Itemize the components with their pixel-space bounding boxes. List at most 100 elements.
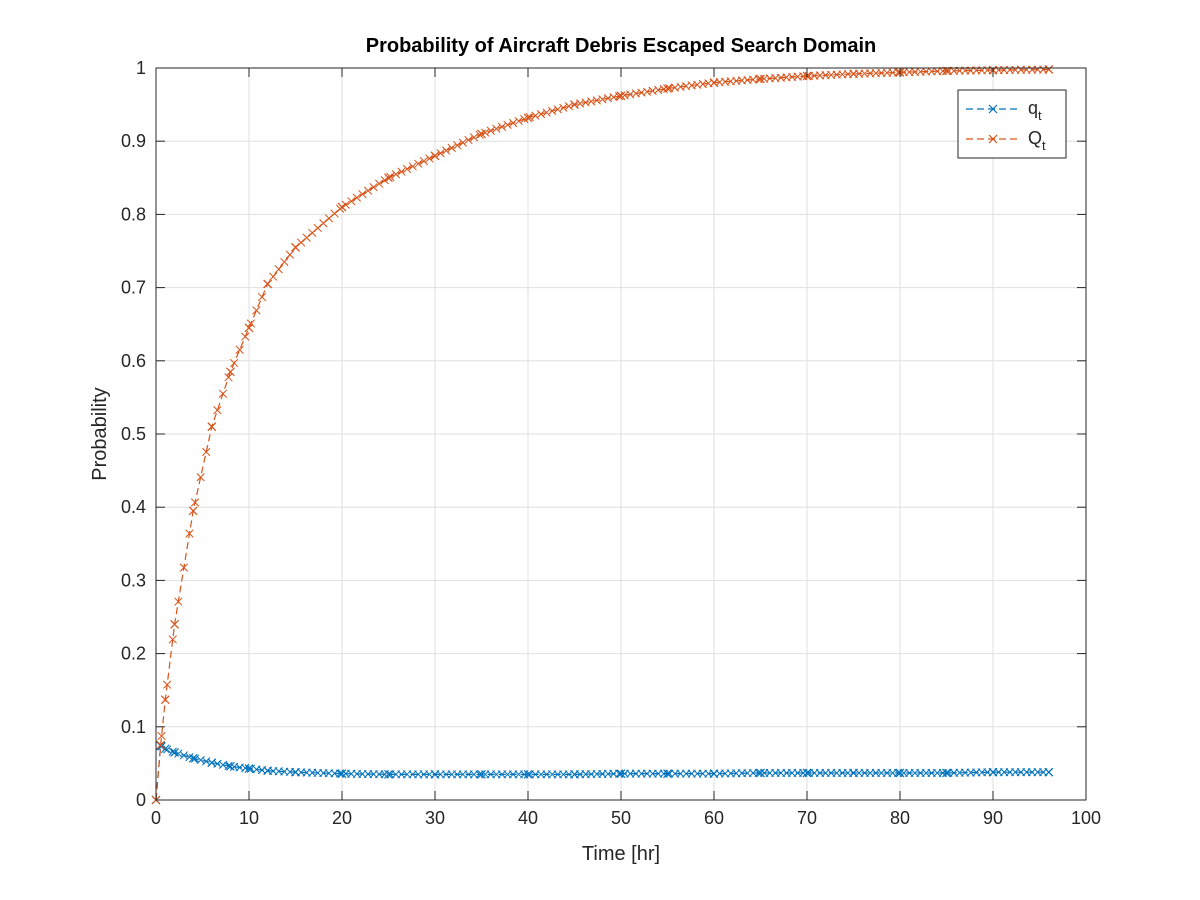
legend-marker (988, 134, 998, 144)
data-point (225, 761, 235, 771)
marker (168, 635, 177, 644)
marker (335, 204, 345, 213)
y-tick-label: 0.3 (121, 570, 146, 590)
marker (375, 179, 384, 188)
marker (185, 752, 194, 762)
marker (319, 219, 328, 228)
legend-label: Qt (1028, 128, 1046, 153)
marker (447, 143, 456, 153)
y-tick-label: 0.7 (121, 278, 146, 298)
marker (352, 193, 362, 202)
x-tick-label: 100 (1071, 808, 1101, 828)
y-tick-label: 1 (136, 58, 146, 78)
marker (157, 731, 166, 741)
marker (564, 102, 574, 111)
marker (229, 358, 239, 368)
marker (185, 529, 194, 538)
data-point (244, 323, 254, 333)
y-tick-label: 0.9 (121, 131, 146, 151)
marker (196, 755, 205, 765)
marker (263, 279, 272, 289)
marker (520, 114, 529, 124)
x-tick-label: 0 (151, 808, 161, 828)
marker (241, 332, 250, 341)
marker (168, 747, 177, 756)
legend-label-subscript: t (1042, 138, 1046, 153)
marker (514, 116, 523, 126)
marker (252, 306, 261, 315)
marker (531, 111, 540, 120)
x-tick-label: 80 (890, 808, 910, 828)
marker (414, 159, 423, 168)
marker (442, 146, 451, 155)
marker (190, 498, 200, 507)
legend-box (957, 89, 1067, 159)
y-tick-label: 0.5 (121, 424, 146, 444)
y-tick-label: 0.8 (121, 204, 146, 224)
marker (224, 373, 233, 382)
marker (235, 345, 244, 354)
data-point (895, 768, 905, 778)
marker (492, 124, 501, 133)
x-axis-label: Time [hr] (582, 843, 660, 865)
marker (363, 186, 373, 195)
marker (542, 108, 551, 117)
y-tick-label: 0 (136, 790, 146, 810)
marker (553, 105, 562, 114)
marker (302, 233, 311, 242)
y-tick-label: 0.1 (121, 717, 146, 737)
marker (174, 597, 183, 606)
data-point (337, 769, 347, 779)
marker (196, 473, 205, 482)
marker (274, 265, 283, 274)
marker (380, 175, 389, 185)
marker (202, 757, 211, 766)
ticks: 0 10 20 30 40 50 60 70 80 90 100 0 0.1 0.2 0.3 0.4 0.5 0.… (121, 58, 1101, 828)
marker (296, 238, 306, 247)
marker (486, 126, 495, 135)
data-point (160, 744, 170, 754)
data-point (942, 768, 951, 778)
marker (163, 680, 172, 689)
data-point (663, 769, 672, 779)
marker (497, 122, 507, 131)
data-point (244, 764, 254, 773)
marker (475, 130, 484, 139)
marker (408, 162, 417, 171)
marker (469, 133, 479, 142)
marker (386, 172, 395, 182)
data-point (756, 768, 765, 778)
marker (419, 156, 428, 166)
marker (285, 250, 295, 259)
marker (347, 197, 356, 206)
data-point (663, 84, 672, 93)
marker (163, 745, 172, 754)
marker (453, 141, 462, 150)
data-point (523, 769, 533, 779)
data-point (802, 768, 812, 778)
x-tick-label: 30 (425, 808, 445, 828)
data-point (156, 740, 166, 750)
data-point (188, 506, 198, 516)
marker (559, 103, 568, 112)
marker (207, 422, 216, 431)
chart-title: Probability of Aircraft Debris Escaped S… (366, 35, 877, 57)
series-layer (151, 65, 1054, 805)
data-point (384, 173, 393, 183)
legend-label-subscript: t (1038, 108, 1042, 123)
legend-marker (988, 104, 998, 114)
marker (1044, 768, 1053, 777)
marker (525, 113, 535, 122)
marker (202, 447, 211, 457)
marker (369, 183, 378, 192)
marker (257, 292, 267, 302)
data-point (160, 695, 170, 705)
marker (280, 257, 289, 267)
x-tick-label: 40 (518, 808, 538, 828)
marker (324, 214, 334, 223)
marker (179, 751, 189, 760)
x-tick-label: 20 (332, 808, 352, 828)
marker (313, 223, 322, 233)
marker (269, 272, 278, 281)
